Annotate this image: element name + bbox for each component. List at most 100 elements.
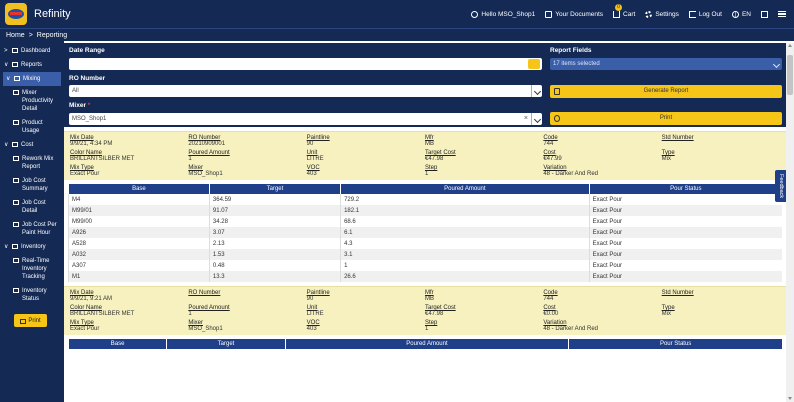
sidebar-item-cost[interactable]: ∨ Cost	[0, 138, 64, 152]
mix-field: Cost €47.99	[543, 150, 661, 162]
mix-field: Std Number	[662, 135, 780, 147]
sidebar-item-label: Cost	[21, 142, 34, 148]
mix-type-label: Mix Type	[70, 165, 94, 171]
column-header-target[interactable]: Target	[166, 339, 286, 349]
clear-icon[interactable]: ×	[523, 115, 528, 122]
app-title: Refinity	[34, 8, 71, 20]
app-logo[interactable]	[5, 3, 27, 25]
document-icon	[545, 10, 553, 18]
sidebar-item-inventory-status[interactable]: Inventory Status	[0, 284, 64, 306]
vertical-scrollbar[interactable]	[786, 43, 794, 402]
sidebar-item-inventory[interactable]: ∨ Inventory	[0, 240, 64, 254]
sidebar-item-rework-mix[interactable]: Rework Mix Report	[0, 152, 64, 174]
chevron-down-icon: ∨	[4, 62, 9, 68]
sidebar: > Dashboard ∨ Reports ∨ Mixing Mixer Produc…	[0, 41, 64, 402]
hamburger-menu-button[interactable]	[778, 11, 786, 17]
cell-poured: 1	[340, 260, 590, 271]
fullscreen-icon	[761, 10, 768, 18]
column-header-pour-status[interactable]: Pour Status	[568, 339, 782, 349]
mix-field: RO Number 20210909001	[188, 135, 306, 147]
report-icon	[13, 258, 19, 263]
breadcrumb-home[interactable]: Home	[6, 31, 25, 39]
column-header-base[interactable]: Base	[68, 184, 210, 194]
ro-number-select[interactable]: All	[69, 85, 542, 97]
mix-field: Variation 48 - Darker And Red	[543, 165, 661, 177]
print-button[interactable]: Print	[550, 112, 782, 125]
paintline-label: Paintline	[306, 290, 330, 296]
mixer-select[interactable]: MSO_Shop1 ×	[69, 113, 542, 125]
date-range-input[interactable]	[69, 58, 542, 70]
mix-field: Mfr MB	[425, 135, 543, 147]
table-row: A926 3.07 6.1 Exact Pour	[68, 227, 782, 238]
sidebar-item-dashboard[interactable]: > Dashboard	[0, 44, 64, 58]
cell-poured: 729.2	[340, 194, 590, 205]
fullscreen-button[interactable]	[761, 10, 768, 18]
inventory-icon	[12, 244, 18, 249]
mixer-label: Mixer *	[69, 102, 90, 109]
sidebar-item-realtime-inventory[interactable]: Real-Time Inventory Tracking	[0, 254, 64, 284]
column-header-poured-amount[interactable]: Poured Amount	[340, 184, 590, 194]
type-label: Type	[661, 305, 675, 311]
table-row: M99/01 91.07 182.1 Exact Pour	[68, 205, 782, 216]
feedback-tab[interactable]: Feedback	[775, 170, 786, 202]
cell-base: A926	[68, 227, 210, 238]
cell-target: 3.07	[208, 227, 341, 238]
column-header-base[interactable]: Base	[67, 339, 167, 349]
code-label: Code	[543, 290, 558, 296]
sidebar-item-job-cost-per-paint-hour[interactable]: Job Cost Per Paint Hour	[0, 218, 64, 240]
ro-number-label: RO Number	[188, 290, 221, 296]
print-label: Print	[659, 115, 673, 121]
report-fields-select[interactable]: 17 items selected	[550, 58, 782, 70]
color-name-label: Color Name	[70, 150, 103, 156]
cell-status: Exact Pour	[588, 249, 782, 260]
sidebar-item-reports[interactable]: ∨ Reports	[0, 58, 64, 72]
pour-table: Base Target Poured Amount Pour Status	[67, 339, 782, 349]
logout-link[interactable]: Log Out	[688, 10, 722, 18]
sidebar-item-mixing[interactable]: ∨ Mixing	[3, 72, 61, 86]
mix-field: Mix Date 9/9/21, 9:21 AM	[70, 290, 188, 302]
mixer-label: Mixer	[188, 165, 203, 171]
scroll-up-icon[interactable]	[788, 44, 792, 47]
scrollbar-thumb[interactable]	[787, 55, 793, 95]
cart-link[interactable]: 0 Cart	[613, 3, 635, 18]
voc-label: VOC	[306, 320, 320, 326]
column-header-poured-amount[interactable]: Poured Amount	[284, 339, 569, 349]
mixer-value: MSO_Shop1	[188, 326, 223, 332]
top-nav: Hello MSO_Shop1 Your Documents 0 Cart Set…	[471, 0, 786, 28]
chevron-down-icon: ∨	[6, 76, 11, 82]
generate-report-button[interactable]: Generate Report	[550, 85, 782, 98]
code-label: Code	[543, 135, 558, 141]
report-icon	[13, 120, 19, 125]
sidebar-item-label: Reports	[21, 62, 43, 68]
mix-summary-card: Mix Date 9/9/21, 9:21 AM RO Number Paintl…	[64, 286, 786, 335]
scroll-down-icon[interactable]	[788, 397, 792, 400]
target-cost-label: Target Cost	[425, 150, 456, 156]
voc-label: VOC	[306, 165, 320, 171]
poured-amount-value: 1	[188, 156, 192, 162]
date-range-label: Date Range	[69, 47, 105, 54]
documents-link[interactable]: Your Documents	[545, 10, 603, 18]
column-header-target[interactable]: Target	[208, 184, 341, 194]
sidebar-item-mixer-productivity[interactable]: Mixer Productivity Detail	[0, 86, 64, 116]
language-selector[interactable]: EN	[731, 10, 751, 18]
calendar-icon[interactable]	[528, 59, 540, 69]
user-menu[interactable]: Hello MSO_Shop1	[471, 10, 535, 18]
cell-poured: 26.6	[340, 271, 590, 282]
column-header-pour-status[interactable]: Pour Status	[588, 184, 782, 194]
mfr-value: MB	[425, 141, 434, 147]
report-fields-value: 17 items selected	[553, 61, 600, 67]
sidebar-item-job-cost-summary[interactable]: Job Cost Summary	[0, 174, 64, 196]
settings-link[interactable]: Settings	[645, 10, 679, 18]
mix-field: Target Cost €47.98	[425, 150, 543, 162]
poured-amount-value: 1	[188, 311, 192, 317]
top-bar: Refinity Hello MSO_Shop1 Your Documents …	[0, 0, 794, 28]
sidebar-print-button[interactable]: Print	[14, 314, 47, 327]
report-icon	[13, 222, 19, 227]
mix-field: Std Number	[662, 290, 780, 302]
sidebar-item-product-usage[interactable]: Product Usage	[0, 116, 64, 138]
sidebar-item-job-cost-detail[interactable]: Job Cost Detail	[0, 196, 64, 218]
report-icon	[13, 156, 19, 161]
sidebar-item-label: Inventory Status	[22, 288, 47, 302]
type-label: Type	[661, 150, 675, 156]
cell-poured: 182.1	[340, 205, 590, 216]
